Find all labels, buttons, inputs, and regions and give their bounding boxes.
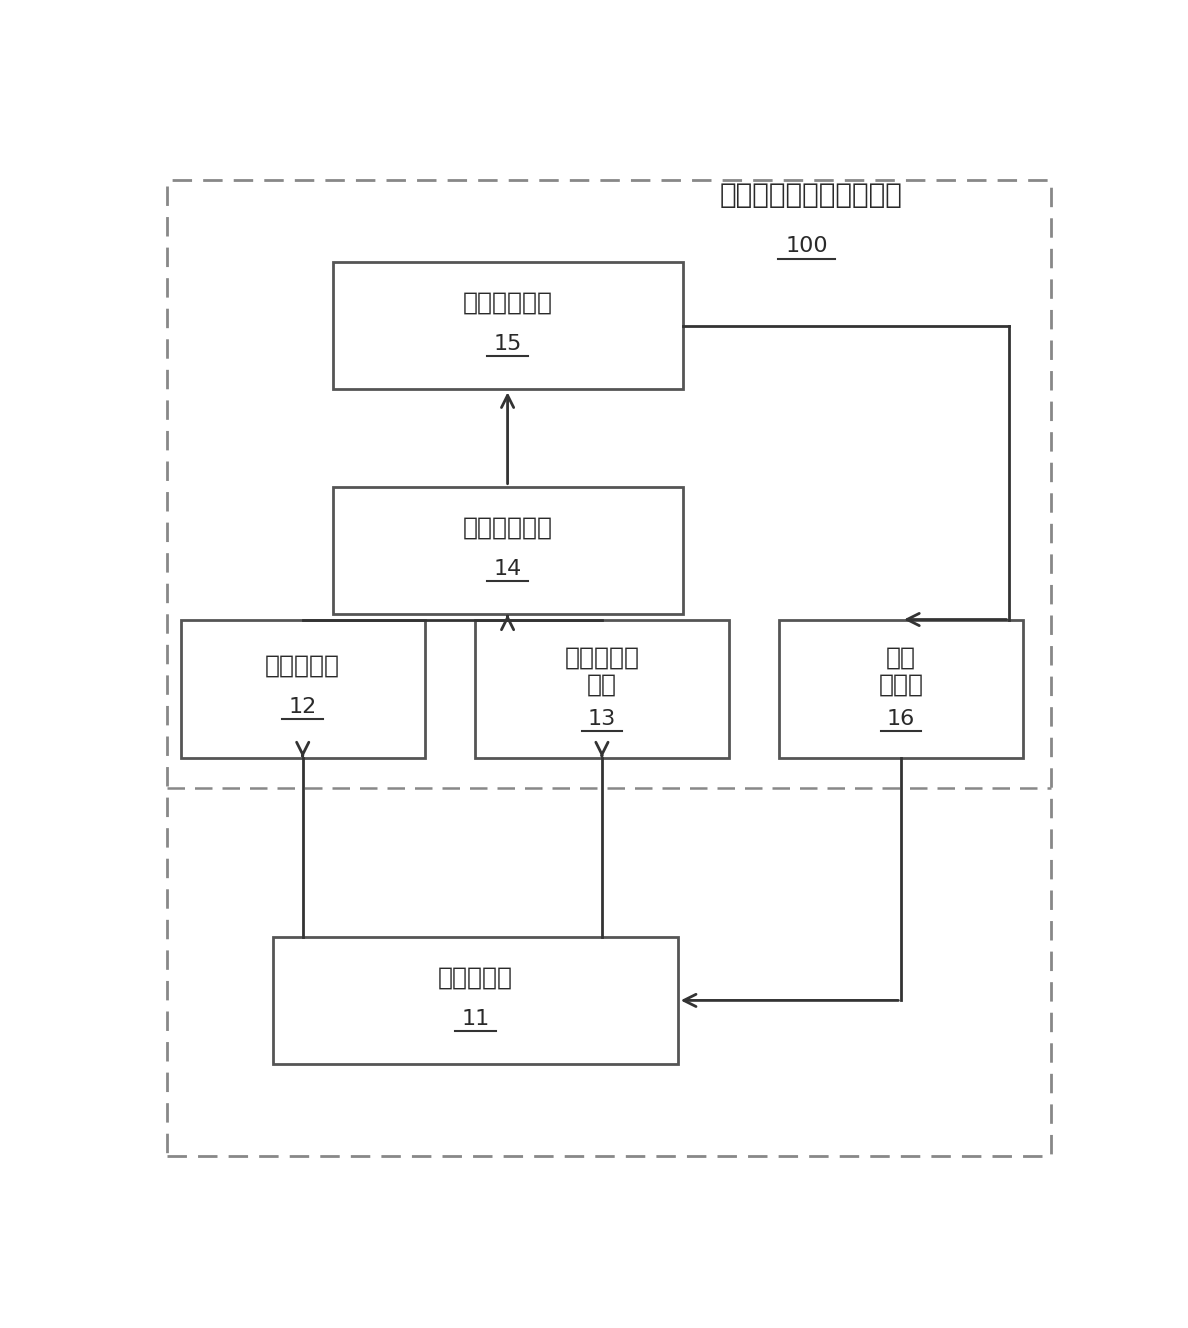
Text: 氧探头单元: 氧探头单元 <box>265 653 340 679</box>
Text: 球化退火炉氧势控制系统: 球化退火炉氧势控制系统 <box>720 181 903 208</box>
Bar <box>779 619 1023 757</box>
Text: 13: 13 <box>588 709 617 729</box>
Bar <box>475 619 728 757</box>
Text: 电动: 电动 <box>886 645 916 669</box>
Text: 球化退火炉: 球化退火炉 <box>438 965 513 989</box>
Bar <box>273 936 678 1064</box>
Text: 14: 14 <box>493 559 522 579</box>
Text: 单元: 单元 <box>587 672 617 696</box>
Bar <box>333 486 682 615</box>
Text: 数据采集单元: 数据采集单元 <box>462 517 552 540</box>
Text: 16: 16 <box>887 709 915 729</box>
Bar <box>333 262 682 389</box>
Text: 12: 12 <box>289 697 317 717</box>
Text: 15: 15 <box>493 333 522 355</box>
Text: 数据处理单元: 数据处理单元 <box>462 291 552 315</box>
Bar <box>181 619 425 757</box>
Text: 11: 11 <box>461 1009 489 1029</box>
Text: 100: 100 <box>785 236 828 256</box>
Text: 压力传感器: 压力传感器 <box>564 645 639 669</box>
Text: 执行器: 执行器 <box>879 672 924 696</box>
